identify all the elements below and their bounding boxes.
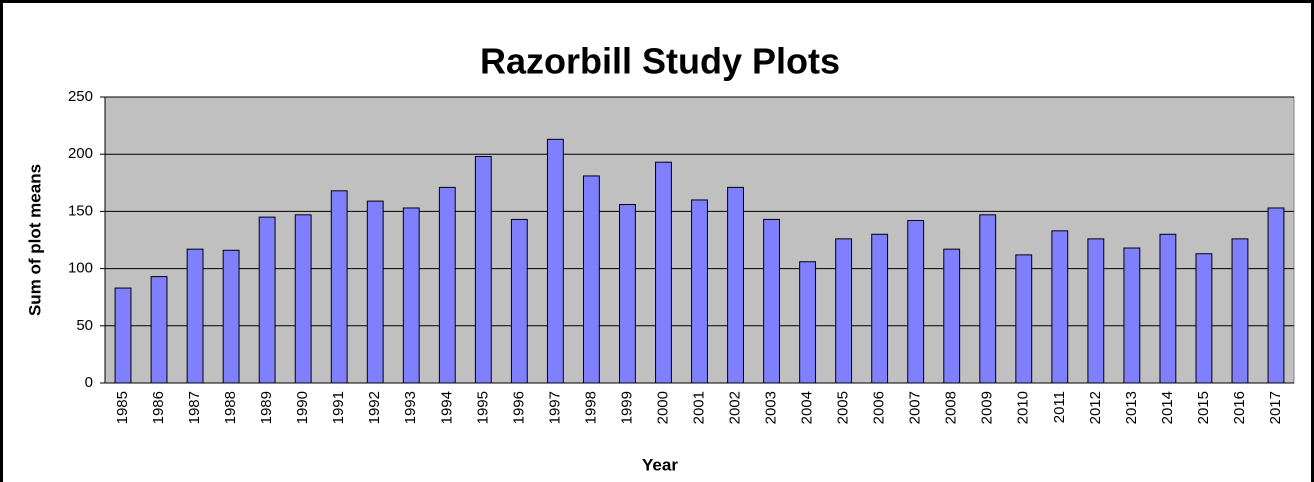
bar bbox=[510, 218, 528, 384]
bar bbox=[438, 186, 456, 384]
x-tick-label: 1989 bbox=[258, 391, 275, 424]
y-tick-label: 250 bbox=[68, 88, 93, 105]
bar bbox=[1051, 230, 1069, 384]
bar bbox=[258, 216, 276, 384]
x-tick-label: 2002 bbox=[726, 391, 743, 424]
bar bbox=[546, 138, 564, 384]
x-tick-label: 1991 bbox=[330, 391, 347, 424]
bar bbox=[907, 220, 925, 384]
x-tick-label: 1999 bbox=[618, 391, 635, 424]
bar bbox=[799, 261, 817, 384]
bar bbox=[1267, 207, 1285, 384]
bar bbox=[619, 204, 636, 384]
x-tick-label: 1992 bbox=[366, 391, 383, 424]
bar bbox=[763, 218, 780, 384]
y-tick-label: 100 bbox=[68, 260, 93, 277]
y-tick-label: 50 bbox=[76, 317, 93, 334]
x-tick-label: 2011 bbox=[1051, 391, 1068, 423]
x-tick-label: 2001 bbox=[690, 391, 707, 424]
x-tick-label: 2000 bbox=[654, 391, 671, 424]
bar bbox=[330, 190, 348, 384]
bar bbox=[366, 200, 384, 384]
x-tick-label: 2014 bbox=[1159, 391, 1176, 424]
bar bbox=[114, 287, 132, 384]
x-tick-label: 2013 bbox=[1123, 391, 1140, 424]
x-tick-label: 1987 bbox=[186, 391, 203, 424]
bar bbox=[943, 248, 961, 384]
bar bbox=[1123, 247, 1141, 384]
y-axis-title: Sum of plot means bbox=[25, 164, 44, 316]
x-tick-label: 2017 bbox=[1267, 391, 1284, 424]
x-tick-label: 2003 bbox=[763, 391, 780, 424]
x-tick-label: 2015 bbox=[1195, 391, 1212, 424]
y-tick-label: 150 bbox=[68, 202, 93, 219]
x-tick-label: 2012 bbox=[1087, 391, 1104, 424]
bar bbox=[835, 238, 853, 384]
x-tick-label: 1998 bbox=[582, 391, 599, 424]
x-tick-label: 1990 bbox=[294, 391, 311, 424]
bar bbox=[186, 248, 204, 384]
x-tick-label: 2009 bbox=[979, 391, 996, 424]
bar bbox=[871, 233, 889, 384]
bar bbox=[1195, 253, 1213, 384]
bar bbox=[474, 155, 492, 384]
bar bbox=[1159, 233, 1177, 384]
x-tick-label: 1997 bbox=[546, 391, 563, 424]
x-tick-label: 1995 bbox=[474, 391, 491, 424]
x-tick-label: 1993 bbox=[402, 391, 419, 424]
bar bbox=[150, 276, 168, 384]
x-tick-label: 2016 bbox=[1231, 391, 1248, 424]
x-tick-label: 2006 bbox=[871, 391, 888, 424]
x-axis-title: Year bbox=[642, 455, 678, 474]
x-tick-label: 1994 bbox=[438, 391, 455, 424]
bar bbox=[1231, 238, 1249, 384]
x-tick-label: 2008 bbox=[943, 391, 960, 424]
bar bbox=[727, 186, 744, 384]
x-tick-label: 2007 bbox=[907, 391, 924, 424]
x-tick-label: 2010 bbox=[1015, 391, 1032, 424]
y-tick-label: 200 bbox=[68, 145, 93, 162]
bar bbox=[691, 199, 708, 384]
bar bbox=[655, 161, 672, 384]
bar bbox=[1015, 254, 1033, 384]
bar bbox=[582, 175, 600, 384]
bar bbox=[1087, 238, 1105, 384]
x-tick-label: 2004 bbox=[799, 391, 816, 424]
x-tick-label: 1986 bbox=[150, 391, 167, 424]
x-tick-label: 1988 bbox=[222, 391, 239, 424]
x-tick-label: 1985 bbox=[114, 391, 131, 424]
x-tick-label: 1996 bbox=[510, 391, 527, 424]
x-tick-label: 2005 bbox=[835, 391, 852, 424]
bar bbox=[402, 207, 420, 384]
y-tick-label: 0 bbox=[85, 374, 93, 391]
bar bbox=[294, 214, 312, 384]
bar bbox=[222, 249, 240, 384]
chart-title: Razorbill Study Plots bbox=[480, 41, 840, 82]
bar bbox=[979, 214, 997, 384]
